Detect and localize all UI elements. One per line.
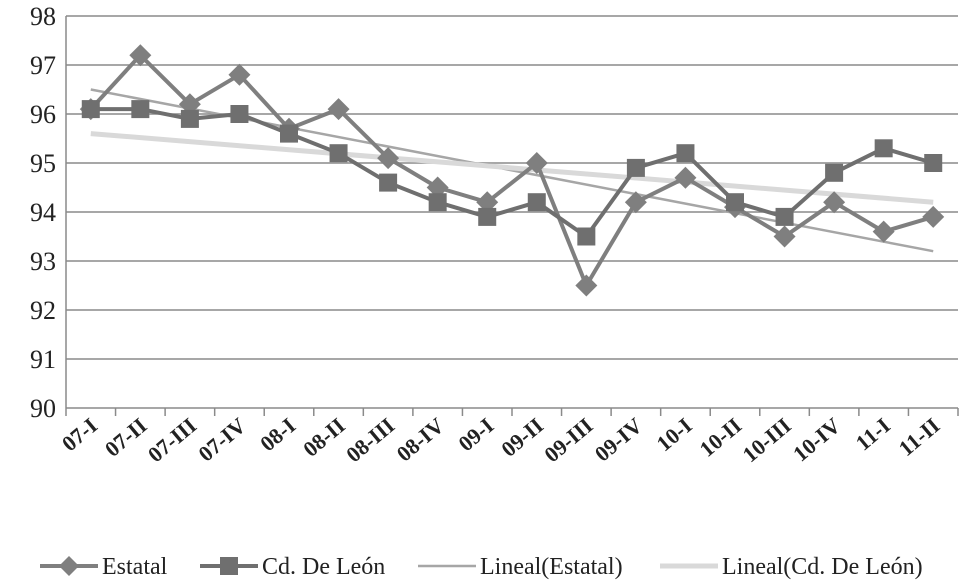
legend-label: Lineal(Estatal): [480, 554, 623, 580]
data-point: [428, 193, 447, 212]
data-point: [230, 105, 249, 123]
y-axis-tick-labels: 90 91 92 93 94 95 96 97 98: [30, 2, 56, 423]
axes: [65, 16, 959, 416]
x-tick-label: 07-III: [143, 413, 201, 468]
y-tick-label: 97: [30, 51, 56, 80]
trendline-cd-de-leon: [90, 131, 934, 205]
data-point: [377, 147, 400, 170]
data-point: [129, 44, 152, 67]
y-tick-label: 98: [30, 2, 56, 31]
x-tick-label: 07-II: [100, 413, 152, 462]
data-point: [379, 173, 398, 192]
grid-lines: [66, 15, 958, 360]
legend: Estatal Cd. De León Lineal(Estatal) Lineal(…: [40, 554, 923, 580]
data-point: [726, 193, 744, 212]
legend-label: Estatal: [102, 554, 168, 580]
data-point: [924, 154, 943, 172]
data-point: [81, 100, 100, 119]
legend-item: Lineal(Estatal): [418, 554, 623, 580]
legend-label: Lineal(Cd. De León): [722, 554, 923, 580]
data-point: [131, 100, 150, 119]
data-point: [773, 225, 796, 248]
data-point: [674, 166, 697, 189]
x-tick-label: 10-II: [695, 413, 747, 462]
x-tick-label: 09-II: [496, 413, 548, 462]
data-point: [476, 191, 499, 214]
x-tick-label: 08-I: [255, 413, 300, 457]
x-tick-label: 09-I: [453, 413, 498, 457]
x-tick-label: 09-III: [539, 413, 597, 468]
x-tick-label: 10-III: [738, 413, 796, 468]
data-point: [575, 274, 598, 297]
legend-item: Estatal: [40, 554, 168, 580]
data-point: [527, 193, 546, 212]
data-point: [874, 139, 893, 158]
data-point: [624, 191, 647, 214]
series-cd-de-leon: [81, 100, 943, 246]
x-tick-label: 07-I: [57, 413, 102, 457]
legend-marker: [220, 557, 238, 575]
x-tick-label: 09-IV: [590, 413, 647, 467]
data-point: [825, 163, 844, 182]
data-point: [178, 93, 201, 116]
x-tick-label: 08-IV: [392, 413, 449, 467]
data-point: [327, 98, 350, 121]
data-point: [525, 152, 548, 174]
series-line: [89, 53, 934, 288]
x-tick-label: 11-II: [894, 413, 945, 461]
x-tick-label: 07-IV: [193, 413, 250, 467]
x-tick-label: 08-III: [341, 413, 399, 468]
legend-item: Lineal(Cd. De León): [660, 554, 923, 580]
y-tick-label: 96: [30, 100, 56, 129]
data-point: [228, 63, 251, 86]
y-tick-label: 95: [30, 149, 56, 178]
data-point: [626, 158, 645, 177]
y-tick-label: 94: [30, 198, 56, 227]
legend-marker: [59, 556, 79, 576]
data-point: [426, 176, 449, 199]
data-point: [823, 191, 846, 214]
data-point: [329, 144, 348, 163]
y-tick-label: 91: [30, 345, 56, 374]
series-line: [90, 107, 934, 239]
data-point: [922, 205, 945, 228]
y-tick-label: 92: [30, 296, 56, 325]
x-tick-label: 10-I: [652, 413, 697, 457]
x-tick-label: 11-I: [851, 413, 895, 456]
data-point: [775, 207, 794, 226]
legend-item: Cd. De León: [200, 554, 385, 580]
legend-label: Cd. De León: [262, 554, 385, 580]
data-point: [872, 220, 895, 243]
y-tick-label: 90: [30, 394, 56, 423]
data-point: [577, 227, 596, 246]
y-tick-label: 93: [30, 247, 56, 276]
data-point: [676, 144, 695, 163]
data-point: [478, 207, 497, 226]
x-tick-label: 08-II: [298, 413, 350, 462]
data-point: [180, 109, 199, 128]
data-series: [79, 44, 945, 297]
x-tick-label: 10-IV: [788, 413, 845, 467]
data-point: [280, 124, 298, 143]
